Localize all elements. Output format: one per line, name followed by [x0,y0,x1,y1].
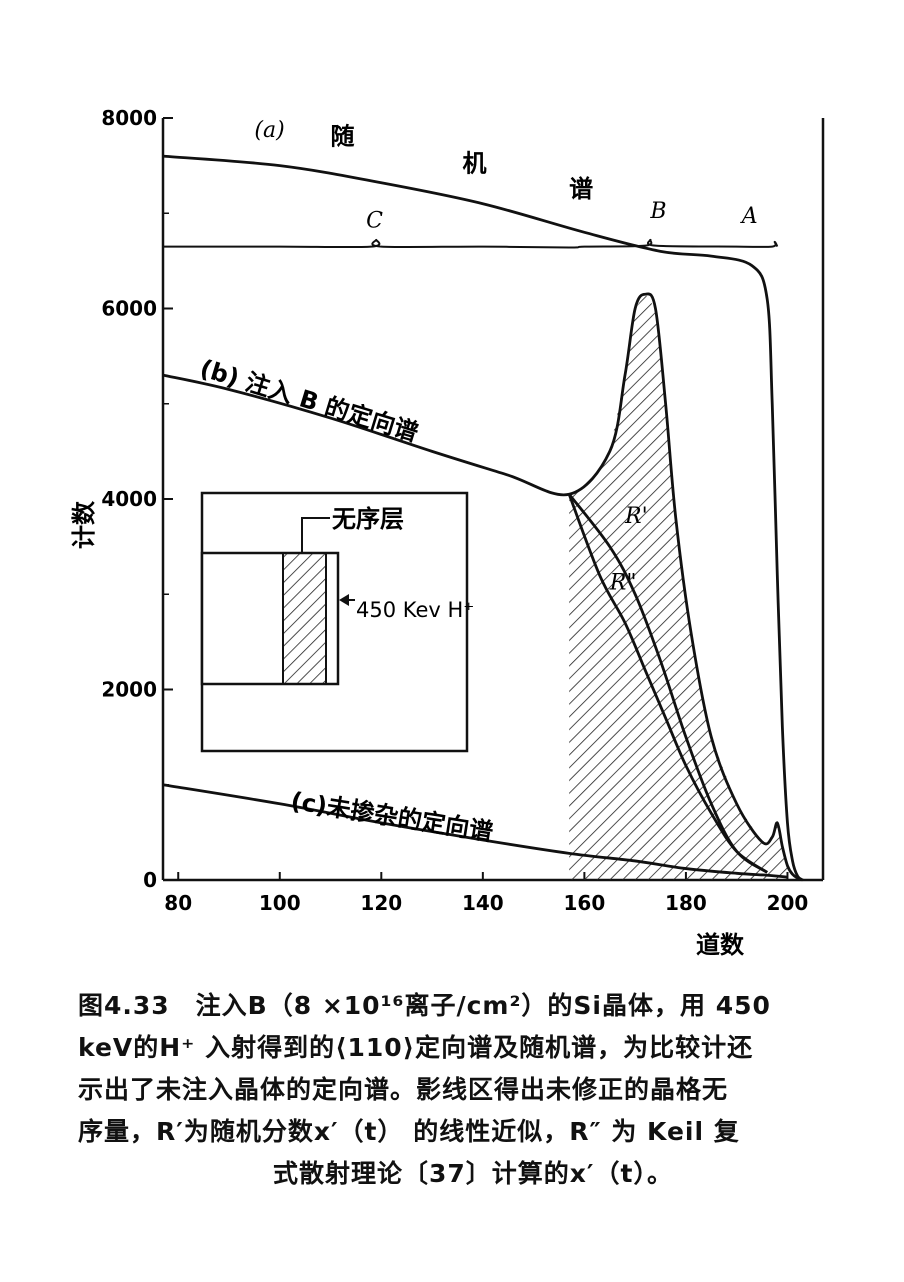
figure-caption: 图4.33 注入B（8 ×10¹⁶离子/cm²）的Si晶体，用 450 keV的… [78,985,868,1195]
y-tick-label: 0 [143,868,157,892]
x-tick-label: 200 [767,891,809,915]
chart-annotation: C [366,209,383,234]
chart-annotation: R' [624,504,648,529]
series-random [162,154,804,882]
chart-annotation: A [740,204,758,229]
y-tick-label: 4000 [101,487,157,511]
inset-layer-label: 无序层 [332,505,404,533]
inset-beam-arrowhead [339,594,349,606]
series-b-aligned [162,292,804,882]
chart-annotation: B [649,199,666,224]
chart-annotation: R" [609,570,637,595]
y-axis-title: 计数 [70,500,98,549]
y-tick-label: 6000 [101,297,157,321]
chart-annotation: 机 [463,149,487,177]
chart-annotation: (a) [254,118,284,143]
x-tick-label: 120 [360,891,402,915]
x-tick-label: 80 [164,891,192,915]
x-tick-label: 100 [259,891,301,915]
chart-annotation: (c)未掺杂的定向谱 [289,787,495,847]
x-tick-label: 140 [462,891,504,915]
x-axis-title: 道数 [696,931,745,959]
caption-line-5: 式散射理论〔37〕计算的x′（t）。 [273,1159,673,1188]
chart-annotation: 随 [331,123,355,151]
series-c-aligned-undoped [162,783,788,879]
inset-diagram: 无序层 450 Kev H⁺ [200,491,474,753]
caption-line-1: 图4.33 注入B（8 ×10¹⁶离子/cm²）的Si晶体，用 450 [78,991,771,1020]
inset-layer-pointer [301,517,330,553]
hatched-region-disorder [569,294,788,880]
caption-line-4: 序量，R′为随机分数x′（t） 的线性近似，R″ 为 Keil 复 [78,1117,740,1146]
y-tick-label: 2000 [101,678,157,702]
series-r-double-prime [567,493,768,874]
inset-disorder-layer [282,552,327,685]
x-tick-label: 180 [665,891,707,915]
inset-beam-label: 450 Kev H⁺ [356,598,474,622]
x-tick-label: 160 [564,891,606,915]
chart-annotation: 谱 [569,175,593,203]
caption-line-2: keV的H⁺ 入射得到的⟨110⟩定向谱及随机谱，为比较计还 [78,1033,754,1062]
y-tick-label: 8000 [101,106,157,130]
chart-annotation: (b) 注入 B 的定向谱 [197,354,422,447]
series-aligned-implanted [162,238,779,249]
caption-line-3: 示出了未注入晶体的定向谱。影线区得出未修正的晶格无 [78,1075,729,1104]
